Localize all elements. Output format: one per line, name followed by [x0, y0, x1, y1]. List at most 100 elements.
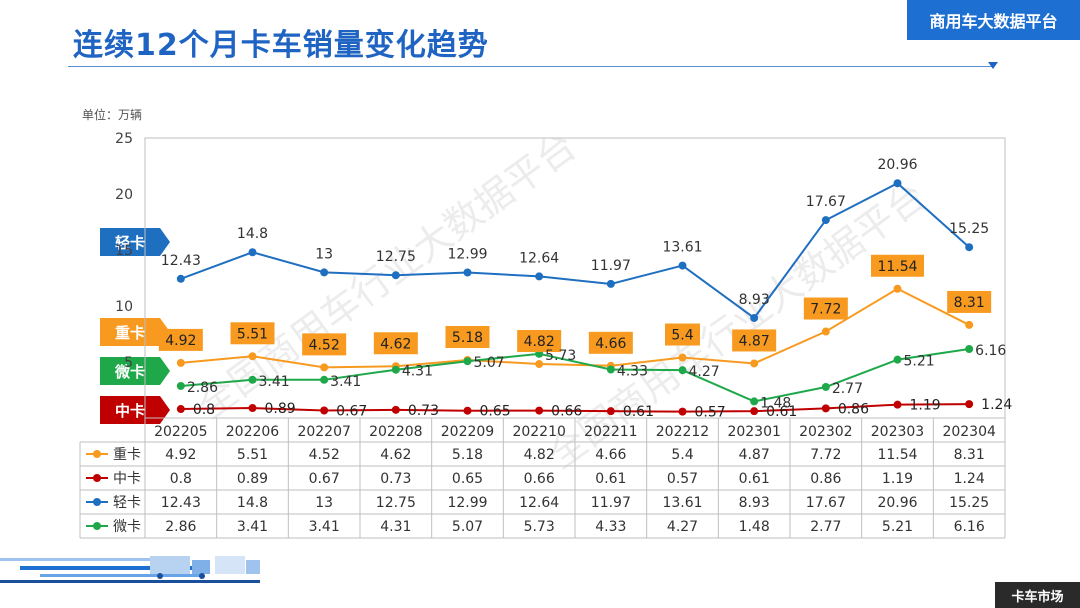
data-label: 8.31	[954, 295, 985, 311]
table-cell: 17.67	[806, 495, 846, 511]
data-label: 20.96	[877, 157, 917, 173]
data-point-中卡	[606, 407, 615, 416]
table-cell: 4.27	[667, 519, 698, 535]
x-tick-label: 202301	[727, 424, 780, 440]
data-point-微卡	[893, 355, 902, 364]
table-cell: 3.41	[309, 519, 340, 535]
data-label: 2.77	[832, 381, 863, 397]
data-point-中卡	[678, 407, 687, 416]
data-point-轻卡	[391, 271, 400, 280]
data-label: 8.93	[739, 292, 770, 308]
data-point-轻卡	[463, 268, 472, 277]
data-point-微卡	[606, 365, 615, 374]
table-cell: 4.62	[380, 447, 411, 463]
y-tick-label: 25	[115, 131, 133, 147]
table-cell: 20.96	[877, 495, 917, 511]
data-point-重卡	[965, 320, 974, 329]
data-label: 0.66	[551, 404, 582, 420]
table-cell: 6.16	[954, 519, 985, 535]
x-tick-label: 202212	[656, 424, 709, 440]
table-cell: 8.31	[954, 447, 985, 463]
data-point-轻卡	[248, 248, 257, 257]
table-cell: 12.99	[447, 495, 487, 511]
data-label: 11.97	[591, 258, 631, 274]
table-cell: 5.4	[671, 447, 693, 463]
data-label: 2.86	[187, 380, 218, 396]
table-row-label: 微卡	[113, 519, 141, 535]
data-label: 12.99	[447, 247, 487, 263]
data-point-重卡	[320, 363, 329, 372]
data-point-中卡	[320, 406, 329, 415]
table-cell: 5.07	[452, 519, 483, 535]
data-point-重卡	[248, 352, 257, 361]
data-label: 12.43	[161, 253, 201, 269]
x-tick-label: 202210	[512, 424, 565, 440]
table-cell: 4.33	[595, 519, 626, 535]
data-label: 12.64	[519, 250, 559, 266]
data-label: 4.66	[595, 336, 626, 352]
data-label: 5.51	[237, 326, 268, 342]
unit-label: 单位：万辆	[82, 108, 143, 122]
table-cell: 15.25	[949, 495, 989, 511]
x-tick-label: 202208	[369, 424, 422, 440]
table-cell: 4.66	[595, 447, 626, 463]
table-cell: 11.54	[877, 447, 917, 463]
truck-decoration	[0, 556, 260, 583]
data-point-轻卡	[535, 272, 544, 281]
data-label: 11.54	[877, 259, 917, 275]
data-point-轻卡	[678, 261, 687, 270]
data-label-box	[373, 332, 418, 355]
data-label: 17.67	[806, 194, 846, 210]
data-label: 5.21	[904, 354, 935, 370]
data-point-轻卡	[176, 274, 185, 283]
data-label-box	[803, 297, 848, 320]
table-cell: 5.18	[452, 447, 483, 463]
x-tick-label: 202206	[226, 424, 280, 440]
data-label: 0.61	[623, 404, 654, 420]
table-cell: 3.41	[237, 519, 268, 535]
data-point-微卡	[821, 382, 830, 391]
data-label: 13.61	[662, 240, 702, 256]
table-cell: 0.61	[595, 471, 626, 487]
data-point-中卡	[176, 405, 185, 414]
brand-badge: 商用车大数据平台	[907, 0, 1080, 40]
data-point-轻卡	[893, 179, 902, 188]
series-line-轻卡	[180, 182, 970, 320]
data-label: 4.82	[524, 334, 555, 350]
table-cell: 5.51	[237, 447, 268, 463]
data-label: 5.4	[671, 328, 693, 344]
data-label: 7.72	[810, 302, 841, 318]
table-cell: 0.86	[810, 471, 841, 487]
y-tick-label: 15	[115, 243, 133, 259]
data-point-中卡	[965, 400, 974, 409]
data-label: 1.24	[981, 397, 1012, 413]
table-row-label: 中卡	[113, 471, 141, 487]
table-cell: 2.77	[810, 519, 841, 535]
data-point-微卡	[248, 375, 257, 384]
legend-tag-light-truck: 轻卡	[100, 228, 170, 256]
x-tick-label: 202209	[441, 424, 494, 440]
table-row-label: 重卡	[113, 447, 141, 463]
data-label: 0.86	[838, 401, 869, 417]
legend-marker	[93, 522, 101, 530]
data-label-box	[588, 331, 633, 354]
data-label: 3.41	[330, 374, 361, 390]
data-label: 4.92	[165, 333, 196, 349]
table-cell: 13	[315, 495, 333, 511]
table-cell: 0.89	[237, 471, 268, 487]
table-cell: 14.8	[237, 495, 268, 511]
table-cell: 12.64	[519, 495, 559, 511]
table-cell: 4.82	[524, 447, 555, 463]
data-label-box	[947, 290, 992, 313]
x-tick-label: 202207	[297, 424, 350, 440]
table-cell: 1.48	[739, 519, 770, 535]
data-label: 5.18	[452, 330, 483, 346]
data-point-中卡	[535, 406, 544, 415]
data-point-中卡	[821, 404, 830, 413]
y-tick-label: 10	[115, 299, 133, 315]
data-label: 5.73	[545, 348, 576, 364]
table-cell: 7.72	[810, 447, 841, 463]
data-label: 0.67	[336, 403, 367, 419]
table-cell: 13.61	[662, 495, 702, 511]
data-point-重卡	[893, 284, 902, 293]
